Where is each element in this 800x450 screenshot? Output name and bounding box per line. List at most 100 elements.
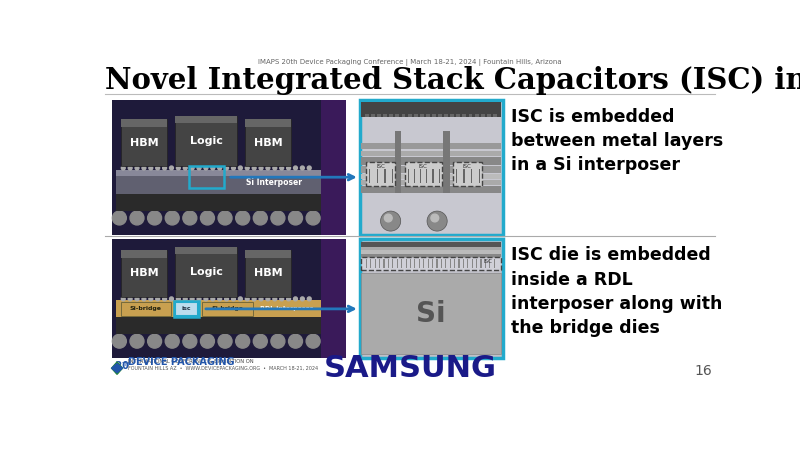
FancyBboxPatch shape (438, 114, 442, 117)
FancyBboxPatch shape (423, 259, 424, 268)
FancyBboxPatch shape (175, 247, 237, 297)
Circle shape (190, 166, 194, 170)
Circle shape (301, 297, 304, 301)
Circle shape (306, 211, 320, 225)
Circle shape (135, 297, 139, 301)
Circle shape (218, 297, 222, 301)
Text: TH: TH (122, 362, 130, 367)
FancyBboxPatch shape (115, 301, 321, 317)
FancyBboxPatch shape (361, 258, 502, 262)
FancyBboxPatch shape (463, 169, 465, 183)
FancyBboxPatch shape (385, 169, 386, 183)
Circle shape (294, 166, 298, 170)
Text: HBM: HBM (254, 138, 282, 148)
FancyBboxPatch shape (395, 131, 402, 193)
FancyBboxPatch shape (202, 302, 253, 316)
Circle shape (286, 297, 290, 301)
FancyBboxPatch shape (383, 259, 385, 268)
Circle shape (271, 211, 285, 225)
FancyBboxPatch shape (418, 259, 420, 268)
Text: HBM: HBM (130, 138, 158, 148)
Text: ISC die is embedded
inside a RDL
interposer along with
the bridge dies: ISC die is embedded inside a RDL interpo… (510, 247, 722, 338)
Text: IMAPS 20th Device Packaging Conference | March 18-21, 2024 | Fountain Hills, Ari: IMAPS 20th Device Packaging Conference |… (258, 58, 562, 66)
Text: DEVICE PACKAGING: DEVICE PACKAGING (128, 357, 234, 367)
Circle shape (177, 166, 180, 170)
FancyBboxPatch shape (493, 114, 497, 117)
Circle shape (218, 211, 232, 225)
FancyBboxPatch shape (121, 250, 167, 297)
Circle shape (294, 297, 298, 301)
FancyBboxPatch shape (485, 259, 486, 268)
FancyBboxPatch shape (443, 131, 450, 193)
Text: SAMSUNG: SAMSUNG (323, 354, 497, 382)
FancyBboxPatch shape (115, 317, 321, 334)
Circle shape (286, 166, 290, 170)
Circle shape (128, 297, 132, 301)
Circle shape (280, 297, 284, 301)
Circle shape (130, 211, 144, 225)
FancyBboxPatch shape (360, 100, 503, 235)
FancyBboxPatch shape (469, 114, 473, 117)
Circle shape (128, 166, 132, 170)
FancyBboxPatch shape (427, 259, 429, 268)
Circle shape (238, 166, 242, 170)
FancyBboxPatch shape (462, 114, 466, 117)
FancyBboxPatch shape (392, 169, 394, 183)
Text: Logic: Logic (190, 266, 222, 276)
Text: Logic: Logic (190, 135, 222, 146)
Circle shape (225, 166, 229, 170)
Circle shape (238, 297, 242, 301)
FancyBboxPatch shape (436, 259, 438, 268)
FancyBboxPatch shape (453, 162, 482, 186)
Circle shape (273, 297, 277, 301)
Text: RDL interposer: RDL interposer (259, 306, 313, 311)
FancyBboxPatch shape (370, 259, 371, 268)
FancyBboxPatch shape (369, 169, 370, 183)
Circle shape (122, 297, 125, 301)
FancyBboxPatch shape (245, 250, 291, 297)
Circle shape (289, 211, 302, 225)
FancyBboxPatch shape (365, 114, 369, 117)
FancyBboxPatch shape (361, 257, 502, 270)
Circle shape (307, 166, 311, 170)
FancyBboxPatch shape (405, 162, 442, 186)
Circle shape (252, 166, 256, 170)
FancyBboxPatch shape (366, 259, 367, 268)
Circle shape (259, 166, 263, 170)
Text: 16: 16 (694, 364, 712, 378)
Circle shape (204, 166, 208, 170)
FancyBboxPatch shape (454, 259, 455, 268)
FancyBboxPatch shape (321, 100, 346, 235)
Text: Si: Si (417, 300, 446, 328)
Circle shape (218, 166, 222, 170)
Circle shape (259, 297, 263, 301)
FancyBboxPatch shape (420, 169, 422, 183)
Circle shape (190, 297, 194, 301)
FancyBboxPatch shape (361, 250, 502, 254)
Circle shape (149, 166, 153, 170)
Circle shape (122, 166, 125, 170)
Circle shape (162, 166, 166, 170)
FancyBboxPatch shape (175, 247, 237, 254)
FancyBboxPatch shape (378, 114, 381, 117)
FancyBboxPatch shape (361, 143, 502, 149)
FancyBboxPatch shape (388, 259, 389, 268)
Circle shape (156, 166, 160, 170)
Circle shape (130, 334, 144, 348)
FancyBboxPatch shape (371, 114, 375, 117)
FancyBboxPatch shape (441, 259, 442, 268)
Circle shape (236, 334, 250, 348)
FancyBboxPatch shape (438, 169, 440, 183)
FancyBboxPatch shape (361, 166, 502, 173)
Circle shape (307, 297, 311, 301)
Circle shape (236, 211, 250, 225)
Circle shape (201, 334, 214, 348)
Text: 20: 20 (112, 361, 129, 371)
Circle shape (280, 166, 284, 170)
Circle shape (201, 211, 214, 225)
Circle shape (112, 334, 126, 348)
FancyBboxPatch shape (361, 102, 502, 117)
Circle shape (271, 334, 285, 348)
Circle shape (183, 166, 187, 170)
FancyBboxPatch shape (476, 259, 478, 268)
